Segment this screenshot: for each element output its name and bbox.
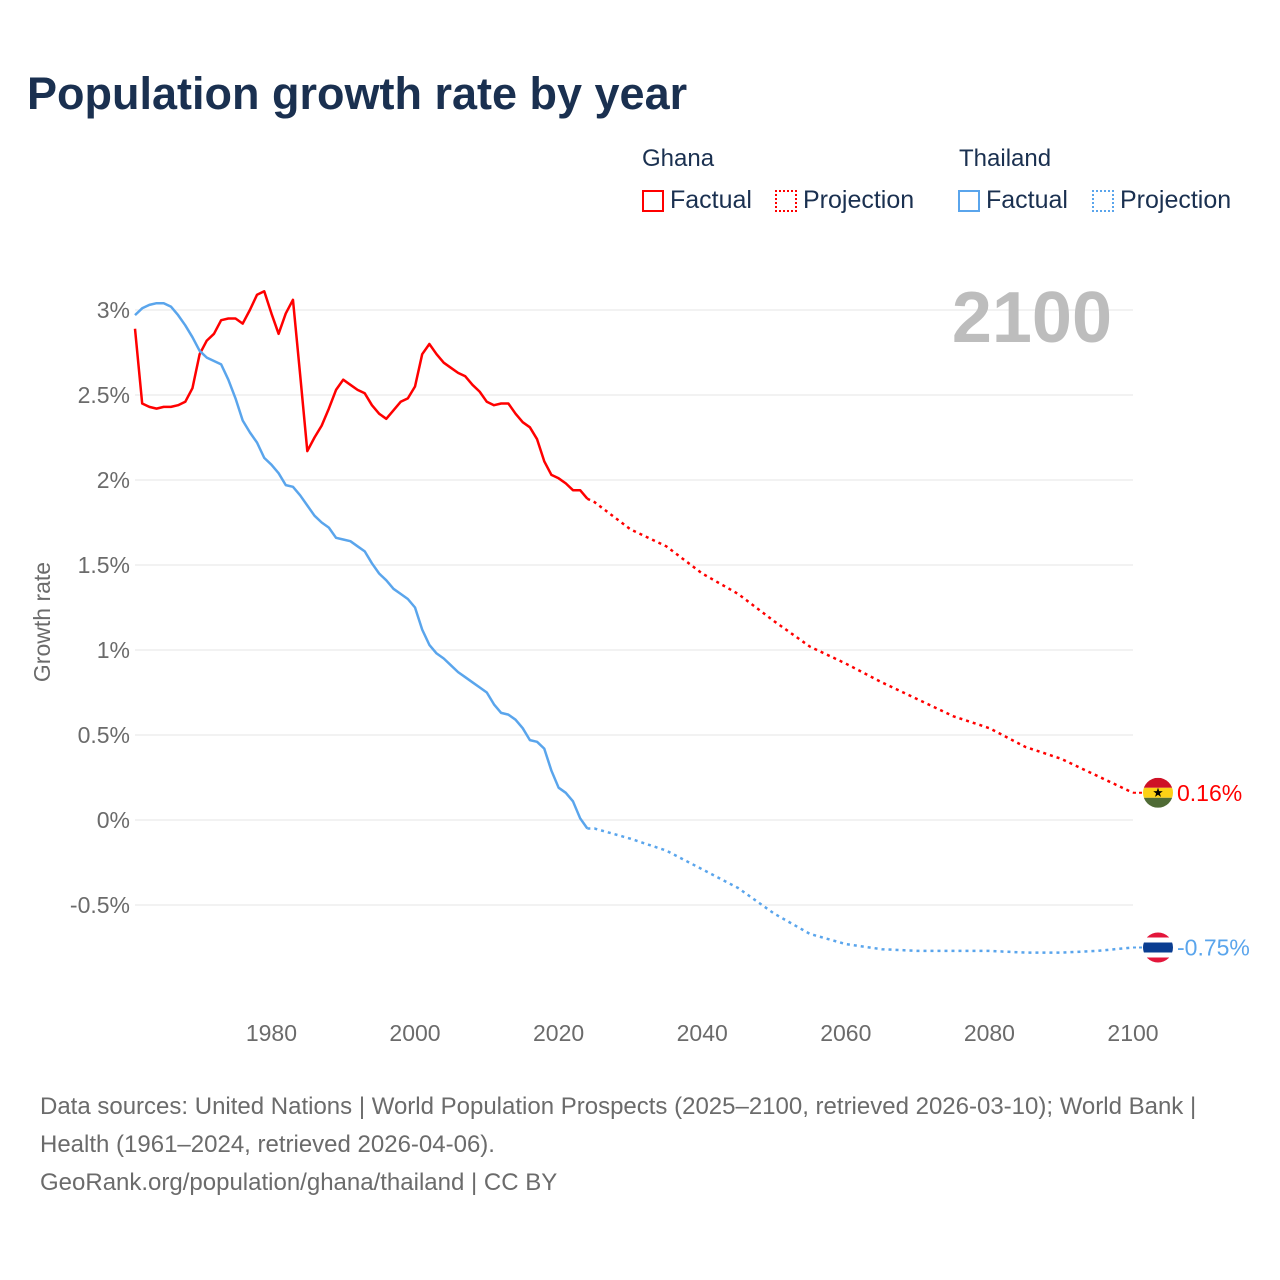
ghana-end-label: 0.16%	[1177, 780, 1242, 806]
x-tick-label: 2020	[533, 1020, 584, 1046]
y-tick-label: 1%	[97, 637, 130, 663]
x-tick-label: 2000	[389, 1020, 440, 1046]
flag-stripe	[1143, 957, 1173, 963]
legend-ghana-projection[interactable]: Projection	[775, 186, 914, 215]
x-tick-label: 2060	[820, 1020, 871, 1046]
ghana-factual-line	[133, 290, 589, 500]
flag-stripe	[1143, 932, 1173, 938]
legend-group-thailand: Thailand	[959, 145, 1052, 172]
legend-swatch	[958, 189, 980, 212]
legend-swatch	[642, 189, 664, 212]
legend-label: Projection	[1120, 186, 1232, 214]
legend-ghana-factual[interactable]: Factual	[642, 186, 752, 215]
ghana-projection-line	[586, 497, 1134, 794]
flag-stripes	[1143, 777, 1173, 808]
y-tick-label: 3%	[97, 297, 130, 323]
star-icon	[1153, 787, 1163, 797]
legend-thailand-projection[interactable]: Projection	[1092, 186, 1231, 215]
legend-label: Factual	[670, 186, 752, 214]
flag-stripe	[1143, 937, 1173, 943]
y-tick-label: -0.5%	[70, 892, 130, 918]
legend-group-ghana: Ghana	[642, 145, 715, 172]
y-tick-label: 0.5%	[78, 722, 130, 748]
x-tick-label: 2100	[1107, 1020, 1158, 1046]
legend-thailand-factual[interactable]: Factual	[958, 186, 1068, 215]
ghana-flag-icon	[1143, 777, 1173, 808]
data-sources: Data sources: United Nations | World Pop…	[40, 1093, 1197, 1158]
credit-link[interactable]: GeoRank.org/population/ghana/thailand | …	[40, 1169, 558, 1196]
thailand-flag-icon	[1143, 932, 1173, 963]
legend-label: Projection	[803, 186, 915, 214]
flag-stripe	[1143, 942, 1173, 953]
x-tick-label: 2040	[677, 1020, 728, 1046]
x-tick-label: 1980	[246, 1020, 297, 1046]
thailand-end-label: -0.75%	[1177, 935, 1250, 961]
y-axis-label: Growth rate	[29, 562, 55, 682]
y-tick-label: 0%	[97, 807, 130, 833]
flag-stripe	[1143, 777, 1173, 788]
legend-swatch	[1092, 189, 1114, 212]
y-tick-label: 2.5%	[78, 382, 130, 408]
year-label: 2100	[952, 278, 1112, 358]
y-tick-label: 1.5%	[78, 552, 130, 578]
thailand-factual-line	[134, 301, 589, 830]
y-tick-label: 2%	[97, 467, 130, 493]
legend-label: Factual	[986, 186, 1068, 214]
chart-title: Population growth rate by year	[27, 68, 688, 119]
flag-stripes	[1143, 932, 1173, 963]
flag-stripe	[1143, 952, 1173, 958]
footer: Data sources: United Nations | World Pop…	[40, 1088, 1240, 1202]
flag-stripe	[1143, 797, 1173, 808]
legend-swatch	[775, 189, 797, 212]
x-tick-label: 2080	[964, 1020, 1015, 1046]
thailand-projection-line	[587, 827, 1134, 954]
